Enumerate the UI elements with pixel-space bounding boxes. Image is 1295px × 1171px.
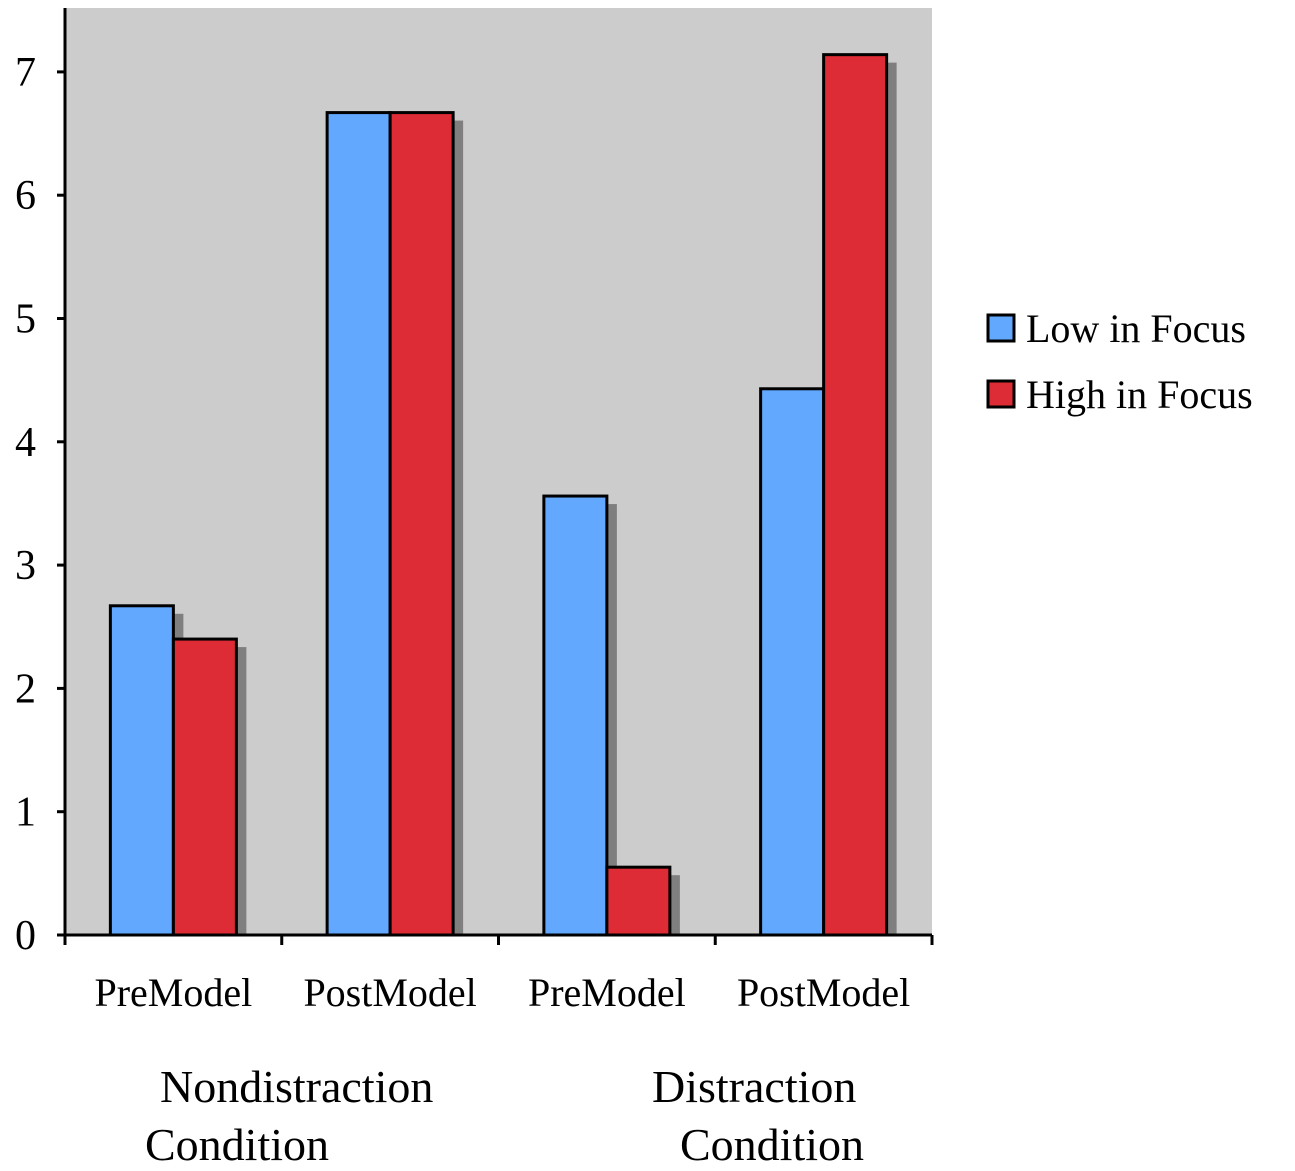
- group-labels: Nondistraction Condition Distraction Con…: [145, 1061, 864, 1170]
- bar: [605, 865, 672, 937]
- bar: [822, 53, 889, 937]
- legend-label: High in Focus: [1026, 372, 1253, 417]
- x-category-label: PreModel: [94, 970, 252, 1015]
- legend-label: Low in Focus: [1026, 306, 1246, 351]
- group-label-line1: Nondistraction: [160, 1061, 433, 1112]
- bar: [759, 387, 826, 937]
- x-axis-ticks: [63, 935, 934, 945]
- y-tick-label: 7: [15, 50, 36, 96]
- x-category-label: PostModel: [303, 970, 476, 1015]
- group-label-line2: Condition: [145, 1119, 329, 1170]
- group-label-line2: Condition: [680, 1119, 864, 1170]
- y-tick-label: 6: [15, 173, 36, 219]
- legend: Low in Focus High in Focus: [986, 306, 1253, 417]
- bar: [108, 604, 175, 937]
- x-category-label: PostModel: [737, 970, 910, 1015]
- y-tick-label: 4: [15, 420, 36, 466]
- group-label-line1: Distraction: [652, 1061, 856, 1112]
- bar: [542, 494, 609, 937]
- bar: [325, 111, 392, 937]
- y-tick-label: 2: [15, 666, 36, 712]
- bar: [171, 637, 238, 937]
- legend-swatch: [986, 379, 1016, 409]
- legend-swatch: [986, 313, 1016, 343]
- bar: [388, 111, 455, 937]
- x-category-label: PreModel: [528, 970, 686, 1015]
- y-tick-label: 0: [15, 913, 36, 959]
- category-labels: PreModel PostModel PreModel PostModel: [94, 970, 910, 1015]
- y-tick-label: 3: [15, 543, 36, 589]
- y-tick-label: 1: [15, 790, 36, 836]
- y-tick-label: 5: [15, 297, 36, 343]
- y-axis-ticks: 0 1 2 3 4 5 6 7: [15, 50, 65, 959]
- bars-layer: [108, 53, 897, 937]
